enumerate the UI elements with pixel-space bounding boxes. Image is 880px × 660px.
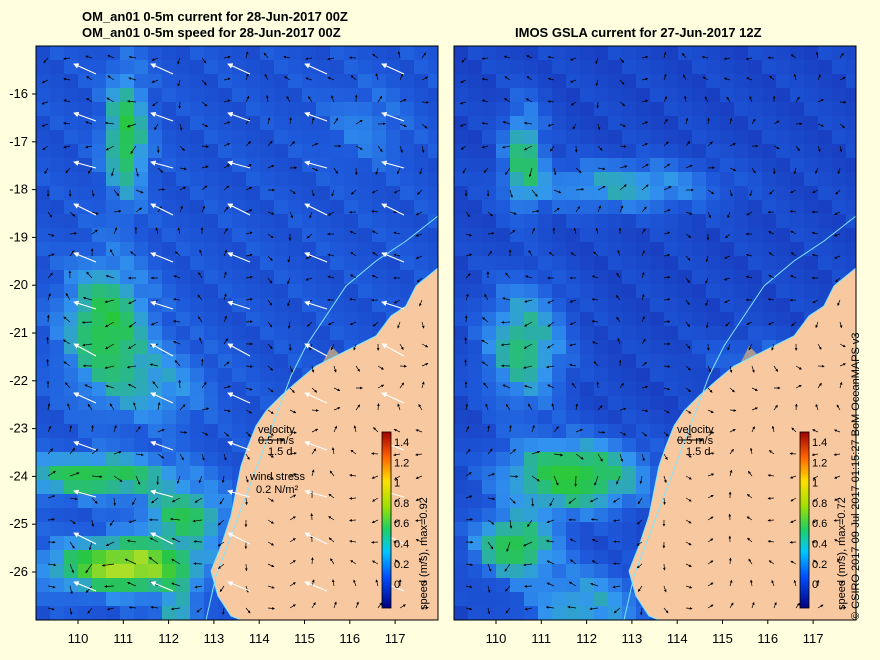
right-colorbar: 1.4 1.2 1 0.8 0.6 0.4 0.2 0 speed (m/s), max=0.… (799, 431, 848, 610)
colorbar-tick-label: 0.4 (812, 539, 827, 551)
x-tick-label: 117 (385, 631, 406, 646)
x-tick-label: 110 (68, 631, 89, 646)
y-tick-label: -25 (9, 516, 28, 531)
x-tick-label: 115 (294, 631, 315, 646)
colorbar-tick-label: 0.2 (394, 559, 409, 571)
x-tick-label: 113 (622, 631, 643, 646)
y-tick-label: -18 (9, 182, 28, 197)
right-velocity-value: 0.5 m/s (677, 435, 714, 447)
x-tick-label: 117 (803, 631, 824, 646)
left-title-line2: OM_an01 0-5m speed for 28-Jun-2017 00Z (82, 25, 341, 40)
x-tick-label: 116 (757, 631, 778, 646)
x-tick-label: 111 (531, 631, 551, 646)
left-wind-label: wind stress (249, 471, 306, 483)
right-map-frame (453, 45, 857, 621)
right-x-axis-ticks: 110 111 112 113 114 115 116 117 (486, 620, 824, 646)
right-colorbar-label: speed (m/s), max=0.72 (836, 497, 848, 610)
x-tick-label: 112 (158, 631, 179, 646)
x-tick-label: 114 (249, 631, 270, 646)
y-axis-ticks: -16 -17 -18 -19 -20 -21 -22 -23 -24 -25 -26 (9, 86, 36, 579)
y-tick-label: -21 (9, 325, 28, 340)
colorbar-tick-label: 0 (812, 579, 818, 591)
colorbar-tick-label: 1 (812, 478, 818, 490)
right-title: IMOS GSLA current for 27-Jun-2017 12Z (515, 25, 762, 40)
y-tick-label: -24 (9, 468, 28, 483)
colorbar-tick-label: 0.8 (812, 498, 827, 510)
left-velocity-label: velocity (258, 424, 295, 436)
colorbar-tick-label: 0.8 (394, 498, 409, 510)
colorbar-tick-label: 1.2 (812, 457, 827, 469)
x-tick-label: 113 (204, 631, 225, 646)
left-x-axis-ticks: 110 111 112 113 114 115 116 117 (68, 620, 406, 646)
x-tick-label: 111 (113, 631, 133, 646)
credit-text: © CSIRO 2017 09-Jul-2017 01:15:27 BoM Oc… (850, 332, 862, 620)
colorbar-tick-label: 1.4 (394, 437, 409, 449)
left-velocity-days: 1.5 d (268, 446, 292, 458)
left-wind-value: 0.2 N/m² (256, 484, 299, 496)
colorbar-tick-label: 0.4 (394, 539, 409, 551)
y-tick-label: -20 (9, 277, 28, 292)
left-velocity-value: 0.5 m/s (258, 435, 295, 447)
x-tick-label: 115 (712, 631, 733, 646)
x-tick-label: 112 (576, 631, 597, 646)
colorbar-tick-label: 1.2 (394, 457, 409, 469)
x-tick-label: 110 (486, 631, 507, 646)
left-colorbar-label: speed (m/s), max=0.92 (418, 497, 430, 610)
x-tick-label: 116 (339, 631, 360, 646)
colorbar-tick-label: 0.6 (394, 518, 409, 530)
right-velocity-label: velocity (677, 424, 714, 436)
y-tick-label: -17 (9, 134, 28, 149)
y-tick-label: -26 (9, 564, 28, 579)
y-tick-label: -19 (9, 229, 28, 244)
left-map-panel (36, 46, 438, 620)
colorbar-tick-label: 0.6 (812, 518, 827, 530)
colorbar-tick-label: 1 (394, 478, 400, 490)
right-velocity-days: 1.5 d (686, 446, 710, 458)
colorbar-tick-label: 1.4 (812, 437, 827, 449)
left-colorbar: 1.4 1.2 1 0.8 0.6 0.4 0.2 0 speed (m/s), max=0.… (381, 431, 430, 610)
right-map-panel (454, 46, 856, 620)
y-tick-label: -22 (9, 373, 28, 388)
y-tick-label: -23 (9, 421, 28, 436)
left-title-line1: OM_an01 0-5m current for 28-Jun-2017 00Z (82, 9, 348, 24)
right-velocity-legend: velocity 0.5 m/s 1.5 d (677, 424, 714, 458)
x-tick-label: 114 (667, 631, 688, 646)
colorbar-tick-label: 0.2 (812, 559, 827, 571)
colorbar-tick-label: 0 (394, 579, 400, 591)
left-velocity-legend: velocity 0.5 m/s 1.5 d wind stress 0.2 N… (249, 424, 306, 496)
y-tick-label: -16 (9, 86, 28, 101)
